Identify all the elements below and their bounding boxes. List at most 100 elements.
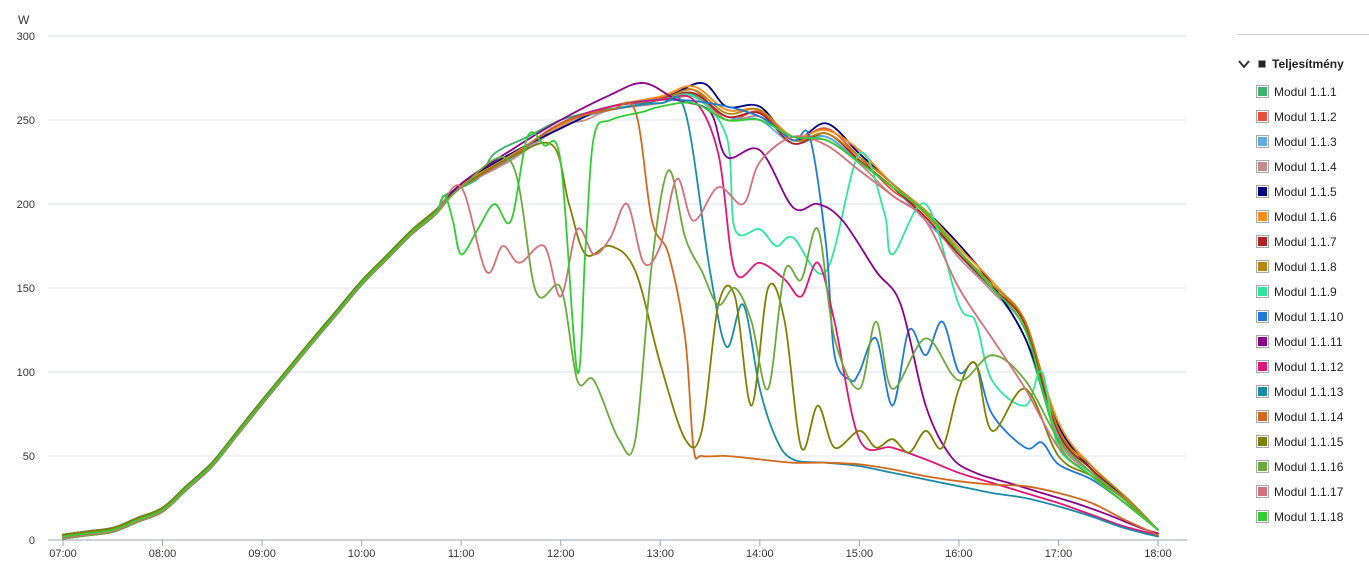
legend-swatch-color — [1258, 87, 1267, 96]
legend-item[interactable]: Modul 1.1.17 — [1237, 479, 1369, 504]
legend-item[interactable]: Modul 1.1.11 — [1237, 329, 1369, 354]
series-line-modul-1.1.15[interactable] — [62, 141, 1159, 536]
legend-item[interactable]: Modul 1.1.4 — [1237, 154, 1369, 179]
legend-item-label: Modul 1.1.4 — [1274, 159, 1337, 174]
y-tick-label: 150 — [17, 283, 35, 295]
legend-group-swatch[interactable] — [1258, 60, 1266, 68]
legend-item-label: Modul 1.1.17 — [1274, 484, 1344, 499]
legend-item-label: Modul 1.1.18 — [1274, 509, 1344, 524]
y-tick-label: 50 — [23, 451, 35, 463]
legend-item-label: Modul 1.1.7 — [1274, 234, 1337, 249]
legend-swatch-color — [1258, 512, 1267, 521]
legend-swatch[interactable] — [1256, 360, 1269, 373]
series-line-modul-1.1.8[interactable] — [62, 88, 1159, 538]
chevron-down-icon[interactable] — [1237, 57, 1251, 71]
legend-group-label: Teljesítmény — [1272, 57, 1344, 71]
x-tick-label: 16:00 — [945, 548, 973, 560]
legend-item[interactable]: Modul 1.1.12 — [1237, 354, 1369, 379]
legend-group-header[interactable]: Teljesítmény — [1237, 54, 1369, 74]
x-tick-label: 11:00 — [448, 548, 475, 560]
legend-item[interactable]: Modul 1.1.5 — [1237, 179, 1369, 204]
legend-divider — [1237, 34, 1369, 35]
y-tick-label: 0 — [29, 535, 35, 547]
legend-item[interactable]: Modul 1.1.14 — [1237, 404, 1369, 429]
series-line-modul-1.1.11[interactable] — [62, 82, 1159, 540]
legend-item[interactable]: Modul 1.1.3 — [1237, 129, 1369, 154]
x-tick-label: 12:00 — [547, 548, 575, 560]
legend-swatch-color — [1258, 437, 1267, 446]
legend-item[interactable]: Modul 1.1.13 — [1237, 379, 1369, 404]
x-tick-label: 08:00 — [149, 548, 177, 560]
legend-items: Modul 1.1.1 Modul 1.1.2 Modul 1.1.3 Modul 1… — [1237, 79, 1369, 529]
legend-item[interactable]: Modul 1.1.6 — [1237, 204, 1369, 229]
x-tick-label: 15:00 — [846, 548, 874, 560]
legend-swatch[interactable] — [1256, 135, 1269, 148]
legend-swatch-color — [1258, 287, 1267, 296]
series-line-modul-1.1.16[interactable] — [62, 156, 1159, 540]
legend-item[interactable]: Modul 1.1.9 — [1237, 279, 1369, 304]
legend-item-label: Modul 1.1.1 — [1274, 84, 1337, 99]
legend-swatch[interactable] — [1256, 335, 1269, 348]
series-line-modul-1.1.12[interactable] — [62, 94, 1159, 539]
legend-swatch[interactable] — [1256, 485, 1269, 498]
legend-item[interactable]: Modul 1.1.8 — [1237, 254, 1369, 279]
legend-swatch[interactable] — [1256, 460, 1269, 473]
legend-swatch-color — [1258, 387, 1267, 396]
legend-swatch-color — [1258, 462, 1267, 471]
series-line-modul-1.1.13[interactable] — [62, 95, 1159, 538]
series-line-modul-1.1.4[interactable] — [62, 94, 1159, 537]
series-line-modul-1.1.5[interactable] — [62, 82, 1159, 536]
legend-swatch[interactable] — [1256, 410, 1269, 423]
legend-swatch[interactable] — [1256, 435, 1269, 448]
legend-swatch[interactable] — [1256, 260, 1269, 273]
series-line-modul-1.1.3[interactable] — [62, 91, 1159, 538]
series-line-modul-1.1.1[interactable] — [62, 92, 1159, 540]
legend-swatch[interactable] — [1256, 85, 1269, 98]
legend-swatch[interactable] — [1256, 510, 1269, 523]
x-tick-label: 09:00 — [248, 548, 276, 560]
series-line-modul-1.1.17[interactable] — [62, 135, 1159, 539]
legend-swatch-color — [1258, 237, 1267, 246]
legend-swatch[interactable] — [1256, 235, 1269, 248]
legend-item[interactable]: Modul 1.1.2 — [1237, 104, 1369, 129]
legend-item-label: Modul 1.1.13 — [1274, 384, 1344, 399]
legend-item-label: Modul 1.1.6 — [1274, 209, 1337, 224]
legend-item-label: Modul 1.1.5 — [1274, 184, 1337, 199]
legend-swatch[interactable] — [1256, 310, 1269, 323]
legend-swatch-color — [1258, 362, 1267, 371]
legend-swatch[interactable] — [1256, 185, 1269, 198]
legend-swatch[interactable] — [1256, 110, 1269, 123]
series-line-modul-1.1.10[interactable] — [62, 98, 1159, 536]
legend-item-label: Modul 1.1.2 — [1274, 109, 1337, 124]
series-line-modul-1.1.18[interactable] — [62, 101, 1159, 538]
legend-item[interactable]: Modul 1.1.15 — [1237, 429, 1369, 454]
legend-item-label: Modul 1.1.9 — [1274, 284, 1337, 299]
legend-item-label: Modul 1.1.10 — [1274, 309, 1344, 324]
series-line-modul-1.1.9[interactable] — [62, 93, 1159, 537]
series-line-modul-1.1.2[interactable] — [62, 88, 1159, 539]
legend-item-label: Modul 1.1.11 — [1274, 334, 1343, 349]
legend-swatch[interactable] — [1256, 210, 1269, 223]
legend-item-label: Modul 1.1.16 — [1274, 459, 1344, 474]
x-tick-label: 17:00 — [1045, 548, 1073, 560]
legend-swatch[interactable] — [1256, 385, 1269, 398]
legend-swatch-color — [1258, 337, 1267, 346]
x-tick-label: 13:00 — [647, 548, 675, 560]
legend-item[interactable]: Modul 1.1.16 — [1237, 454, 1369, 479]
y-tick-label: 100 — [17, 367, 35, 379]
legend-item-label: Modul 1.1.15 — [1274, 434, 1344, 449]
legend-swatch-color — [1258, 162, 1267, 171]
series-line-modul-1.1.7[interactable] — [62, 91, 1159, 539]
legend-item[interactable]: Modul 1.1.18 — [1237, 504, 1369, 529]
legend-item[interactable]: Modul 1.1.10 — [1237, 304, 1369, 329]
series-line-modul-1.1.14[interactable] — [62, 101, 1159, 537]
series-line-modul-1.1.6[interactable] — [62, 85, 1159, 540]
legend-item[interactable]: Modul 1.1.7 — [1237, 229, 1369, 254]
legend-swatch[interactable] — [1256, 285, 1269, 298]
legend-item-label: Modul 1.1.14 — [1274, 409, 1344, 424]
legend-item-label: Modul 1.1.8 — [1274, 259, 1337, 274]
legend-item-label: Modul 1.1.3 — [1274, 134, 1337, 149]
x-tick-label: 07:00 — [49, 548, 77, 560]
legend-item[interactable]: Modul 1.1.1 — [1237, 79, 1369, 104]
legend-swatch[interactable] — [1256, 160, 1269, 173]
